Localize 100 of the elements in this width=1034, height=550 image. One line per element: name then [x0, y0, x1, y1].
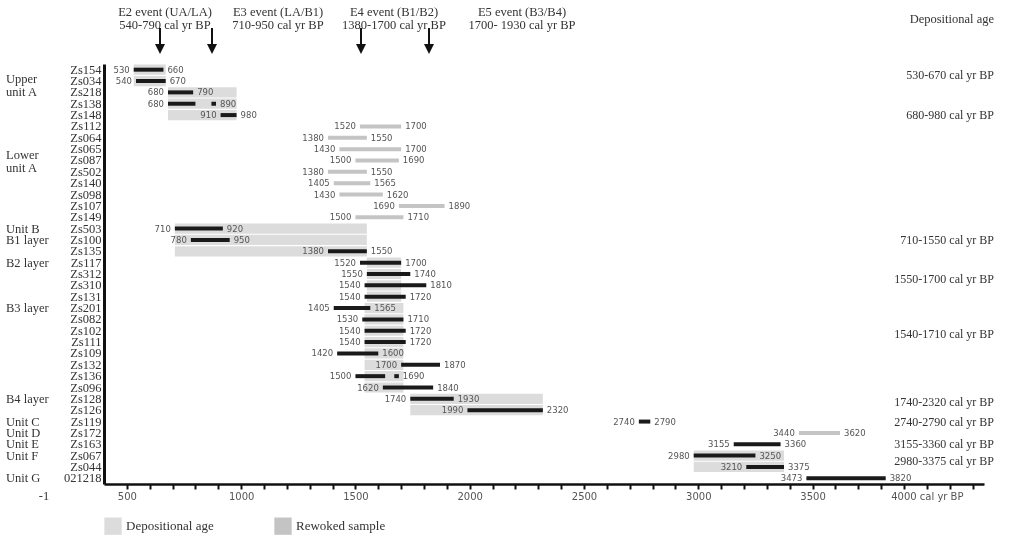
text: Upper unit A: [6, 71, 39, 99]
annotation: 980: [240, 110, 257, 121]
bar: [355, 374, 386, 379]
annotation: 1405: [308, 303, 330, 314]
x-tick-label: 1500: [343, 490, 369, 502]
annotation: 1720: [409, 337, 432, 348]
annotation: 1620: [357, 382, 379, 393]
bar: [382, 385, 434, 390]
bar: [401, 362, 440, 367]
annotation: 2320: [546, 405, 569, 416]
bar: [328, 135, 367, 140]
bar: [190, 237, 230, 242]
annotation: 1700: [405, 257, 427, 268]
bar: [467, 408, 543, 413]
x-tick-label: 3500: [800, 490, 826, 502]
x-tick-label: 3000: [686, 490, 712, 502]
annotation: 890: [220, 98, 237, 109]
annotation: 2790: [654, 416, 676, 427]
text: Lower unit A: [6, 147, 40, 175]
annotation: 1870: [444, 359, 466, 370]
annotation: 950: [233, 234, 250, 245]
annotation: 710: [154, 223, 171, 234]
bar: [798, 430, 840, 435]
annotation: 1720: [409, 291, 432, 302]
annotation: 1540: [338, 337, 361, 348]
bar: [355, 215, 404, 220]
annotation: 1620: [386, 189, 409, 200]
annotation: 3440: [773, 427, 795, 438]
annotation: 2740-2790 cal yr BP: [894, 414, 995, 429]
bar: [168, 101, 196, 106]
annotation: 1740: [384, 393, 407, 404]
annotation: 2980-3375 cal yr BP: [894, 454, 995, 469]
text: B4 layer: [6, 391, 50, 406]
annotation: 1700: [375, 359, 398, 370]
annotation: 530-670 cal yr BP: [906, 68, 995, 83]
annotation: 670: [169, 76, 186, 87]
annotation: 1380: [302, 246, 324, 257]
annotation: 660: [167, 64, 184, 75]
annotation: 1565: [374, 303, 396, 314]
annotation: 3360: [784, 439, 807, 450]
bar: [806, 476, 886, 481]
annotation: 3375: [788, 461, 810, 472]
annotation: 790: [197, 87, 214, 98]
annotation: 1540: [338, 325, 361, 336]
y-tick-label: Zs312: [70, 267, 102, 281]
annotation: 1405: [308, 178, 330, 189]
bar: [360, 124, 402, 129]
text: E4 event (B1/B2) 1380-1700 cal yr BP: [342, 5, 446, 32]
annotation: 1500: [329, 212, 352, 223]
annotation: 1530: [336, 314, 359, 325]
annotation: 710-1550 cal yr BP: [900, 232, 995, 247]
annotation: 1380: [302, 166, 324, 177]
x-tick-label: 4000 cal yr BP: [891, 490, 964, 502]
annotation: 1540: [338, 280, 361, 291]
bar: [136, 79, 166, 84]
legend-label: Depositional age: [126, 518, 214, 534]
annotation: 1380: [302, 132, 324, 143]
bar: [220, 113, 237, 118]
bar: [733, 442, 781, 447]
x-tick-label: 1000: [228, 490, 255, 502]
bar: [355, 158, 399, 163]
annotation: 540: [115, 76, 132, 87]
annotation: 1430: [313, 189, 336, 200]
bar: [364, 294, 406, 299]
annotation: 3250: [759, 450, 782, 461]
annotation: 1840: [437, 382, 459, 393]
bar: [337, 351, 379, 356]
annotation: 1710: [407, 314, 430, 325]
bar: [366, 272, 411, 276]
annotation: 1550-1700 cal yr BP: [894, 271, 995, 286]
annotation: 780: [170, 234, 187, 245]
bar: [328, 169, 367, 174]
annotation: 3210: [720, 461, 743, 472]
annotation: 3820: [889, 473, 912, 484]
text: E2 event (UA/LA) 540-790 cal yr BP: [118, 5, 212, 32]
annotation: 530: [113, 64, 130, 75]
bar: [693, 453, 756, 458]
bar: [339, 192, 383, 197]
bar: [339, 147, 402, 152]
annotation: 3155: [708, 439, 730, 450]
annotation: 1720: [409, 325, 432, 336]
text: Depositional age: [909, 12, 995, 26]
x-tick-label: 2500: [571, 490, 598, 502]
bar: [364, 283, 427, 288]
annotation: 1520: [334, 121, 356, 132]
annotation: 1550: [370, 132, 393, 143]
bar: [211, 101, 216, 106]
text: Unit G: [6, 471, 41, 486]
text: E5 event (B3/B4) 1700- 1930 cal yr BP: [468, 5, 576, 32]
annotation: 1810: [430, 280, 452, 291]
bar: [394, 374, 399, 379]
annotation: 1710: [407, 212, 430, 223]
annotation: 680: [147, 87, 164, 98]
annotation: 1740: [414, 269, 436, 279]
annotation: 1550: [341, 269, 363, 279]
text: B2 layer: [6, 255, 50, 270]
x-tick-label: 500: [117, 490, 137, 502]
annotation: 3620: [844, 427, 866, 438]
bar: [333, 306, 371, 311]
annotation: 1990: [441, 405, 464, 416]
